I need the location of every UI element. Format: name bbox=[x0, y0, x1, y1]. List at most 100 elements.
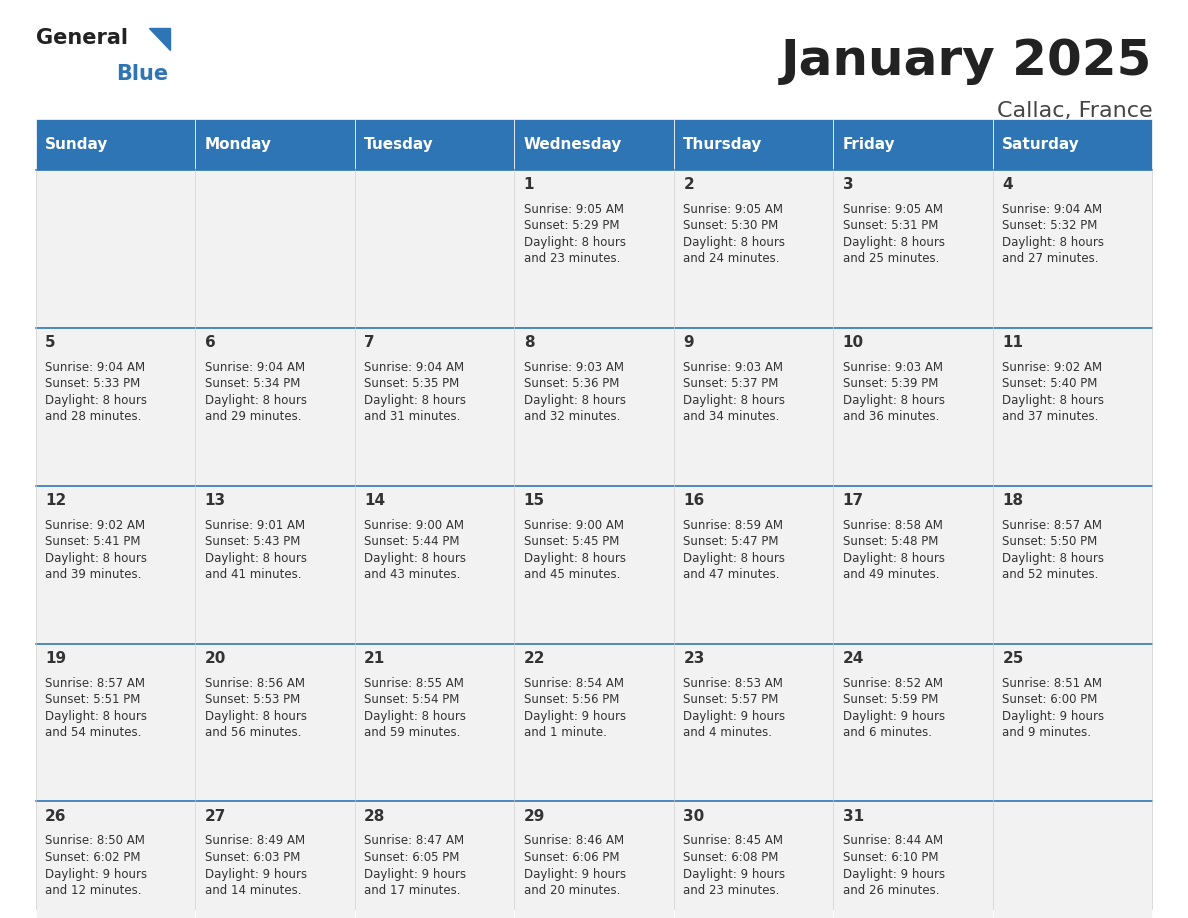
Text: Daylight: 8 hours: Daylight: 8 hours bbox=[1003, 552, 1105, 565]
Text: and 12 minutes.: and 12 minutes. bbox=[45, 884, 141, 897]
Text: 18: 18 bbox=[1003, 493, 1023, 508]
Bar bbox=[993, 801, 1152, 918]
Text: Sunset: 6:02 PM: Sunset: 6:02 PM bbox=[45, 851, 140, 864]
Text: 13: 13 bbox=[204, 493, 226, 508]
Text: Sunrise: 8:49 AM: Sunrise: 8:49 AM bbox=[204, 834, 305, 847]
Text: Sunday: Sunday bbox=[45, 137, 108, 152]
Bar bbox=[36, 170, 195, 328]
Bar bbox=[993, 170, 1152, 328]
Text: Sunset: 5:57 PM: Sunset: 5:57 PM bbox=[683, 693, 778, 706]
Text: Sunrise: 9:05 AM: Sunrise: 9:05 AM bbox=[524, 203, 624, 216]
Text: 29: 29 bbox=[524, 809, 545, 823]
Text: and 49 minutes.: and 49 minutes. bbox=[842, 568, 940, 581]
Text: Sunset: 6:03 PM: Sunset: 6:03 PM bbox=[204, 851, 301, 864]
Text: Sunset: 6:00 PM: Sunset: 6:00 PM bbox=[1003, 693, 1098, 706]
Text: Sunset: 5:45 PM: Sunset: 5:45 PM bbox=[524, 535, 619, 548]
Text: Sunset: 5:51 PM: Sunset: 5:51 PM bbox=[45, 693, 140, 706]
Text: Sunrise: 8:46 AM: Sunrise: 8:46 AM bbox=[524, 834, 624, 847]
Bar bbox=[355, 801, 514, 918]
Text: 23: 23 bbox=[683, 651, 704, 666]
Text: Sunset: 5:40 PM: Sunset: 5:40 PM bbox=[1003, 377, 1098, 390]
Bar bbox=[195, 119, 355, 170]
Text: and 54 minutes.: and 54 minutes. bbox=[45, 726, 141, 739]
Text: Daylight: 8 hours: Daylight: 8 hours bbox=[1003, 236, 1105, 249]
Text: Sunset: 5:43 PM: Sunset: 5:43 PM bbox=[204, 535, 301, 548]
Bar bbox=[674, 486, 833, 644]
Bar bbox=[195, 170, 355, 328]
Text: and 41 minutes.: and 41 minutes. bbox=[204, 568, 302, 581]
Text: Daylight: 8 hours: Daylight: 8 hours bbox=[842, 552, 944, 565]
Text: 10: 10 bbox=[842, 335, 864, 350]
Text: Sunset: 5:37 PM: Sunset: 5:37 PM bbox=[683, 377, 778, 390]
Text: Daylight: 8 hours: Daylight: 8 hours bbox=[204, 710, 307, 722]
Bar bbox=[674, 644, 833, 801]
Text: Sunset: 5:53 PM: Sunset: 5:53 PM bbox=[204, 693, 299, 706]
Text: Daylight: 9 hours: Daylight: 9 hours bbox=[45, 868, 147, 880]
Text: Sunset: 5:32 PM: Sunset: 5:32 PM bbox=[1003, 219, 1098, 232]
Text: Daylight: 8 hours: Daylight: 8 hours bbox=[45, 552, 147, 565]
Text: Daylight: 8 hours: Daylight: 8 hours bbox=[1003, 394, 1105, 407]
Bar bbox=[514, 170, 674, 328]
Text: Sunrise: 9:02 AM: Sunrise: 9:02 AM bbox=[1003, 361, 1102, 374]
Text: Sunset: 5:54 PM: Sunset: 5:54 PM bbox=[365, 693, 460, 706]
Text: and 20 minutes.: and 20 minutes. bbox=[524, 884, 620, 897]
Text: and 59 minutes.: and 59 minutes. bbox=[365, 726, 461, 739]
Text: Sunrise: 8:58 AM: Sunrise: 8:58 AM bbox=[842, 519, 942, 532]
Text: 12: 12 bbox=[45, 493, 67, 508]
Text: Sunrise: 9:02 AM: Sunrise: 9:02 AM bbox=[45, 519, 145, 532]
Text: and 45 minutes.: and 45 minutes. bbox=[524, 568, 620, 581]
Text: and 47 minutes.: and 47 minutes. bbox=[683, 568, 779, 581]
Text: 27: 27 bbox=[204, 809, 226, 823]
Text: and 17 minutes.: and 17 minutes. bbox=[365, 884, 461, 897]
Text: Sunrise: 9:00 AM: Sunrise: 9:00 AM bbox=[524, 519, 624, 532]
Text: Sunset: 5:36 PM: Sunset: 5:36 PM bbox=[524, 377, 619, 390]
Text: Daylight: 9 hours: Daylight: 9 hours bbox=[683, 710, 785, 722]
Text: 21: 21 bbox=[365, 651, 385, 666]
Bar bbox=[993, 644, 1152, 801]
Bar bbox=[833, 170, 993, 328]
Bar bbox=[674, 801, 833, 918]
Text: Sunset: 5:50 PM: Sunset: 5:50 PM bbox=[1003, 535, 1098, 548]
Text: 9: 9 bbox=[683, 335, 694, 350]
Text: Sunset: 5:59 PM: Sunset: 5:59 PM bbox=[842, 693, 939, 706]
Text: and 27 minutes.: and 27 minutes. bbox=[1003, 252, 1099, 265]
Text: Daylight: 8 hours: Daylight: 8 hours bbox=[45, 710, 147, 722]
Text: Sunrise: 8:55 AM: Sunrise: 8:55 AM bbox=[365, 677, 465, 689]
Bar bbox=[355, 644, 514, 801]
Text: and 39 minutes.: and 39 minutes. bbox=[45, 568, 141, 581]
Text: Daylight: 9 hours: Daylight: 9 hours bbox=[524, 868, 626, 880]
Bar bbox=[514, 486, 674, 644]
Text: 31: 31 bbox=[842, 809, 864, 823]
Text: Sunrise: 9:04 AM: Sunrise: 9:04 AM bbox=[1003, 203, 1102, 216]
Text: Sunrise: 8:50 AM: Sunrise: 8:50 AM bbox=[45, 834, 145, 847]
Text: and 56 minutes.: and 56 minutes. bbox=[204, 726, 301, 739]
Text: and 6 minutes.: and 6 minutes. bbox=[842, 726, 931, 739]
Text: Sunrise: 8:59 AM: Sunrise: 8:59 AM bbox=[683, 519, 783, 532]
Text: Daylight: 8 hours: Daylight: 8 hours bbox=[842, 236, 944, 249]
Text: 14: 14 bbox=[365, 493, 385, 508]
Text: Sunset: 5:34 PM: Sunset: 5:34 PM bbox=[204, 377, 301, 390]
Text: 20: 20 bbox=[204, 651, 226, 666]
Text: Sunset: 5:44 PM: Sunset: 5:44 PM bbox=[365, 535, 460, 548]
Text: 22: 22 bbox=[524, 651, 545, 666]
Text: 16: 16 bbox=[683, 493, 704, 508]
Bar bbox=[833, 644, 993, 801]
Text: Tuesday: Tuesday bbox=[365, 137, 434, 152]
Text: 26: 26 bbox=[45, 809, 67, 823]
Text: 7: 7 bbox=[365, 335, 375, 350]
Text: Thursday: Thursday bbox=[683, 137, 763, 152]
Text: Sunrise: 8:45 AM: Sunrise: 8:45 AM bbox=[683, 834, 783, 847]
Bar bbox=[993, 119, 1152, 170]
Bar bbox=[36, 328, 195, 486]
Bar bbox=[833, 486, 993, 644]
Text: Sunset: 6:10 PM: Sunset: 6:10 PM bbox=[842, 851, 939, 864]
Text: Callac, France: Callac, France bbox=[997, 101, 1152, 121]
Text: Daylight: 9 hours: Daylight: 9 hours bbox=[683, 868, 785, 880]
Bar bbox=[833, 119, 993, 170]
Text: Sunrise: 8:52 AM: Sunrise: 8:52 AM bbox=[842, 677, 943, 689]
Text: Sunset: 5:39 PM: Sunset: 5:39 PM bbox=[842, 377, 939, 390]
Text: Daylight: 9 hours: Daylight: 9 hours bbox=[524, 710, 626, 722]
Text: Daylight: 8 hours: Daylight: 8 hours bbox=[683, 236, 785, 249]
Text: Daylight: 8 hours: Daylight: 8 hours bbox=[524, 236, 626, 249]
Text: Sunset: 5:33 PM: Sunset: 5:33 PM bbox=[45, 377, 140, 390]
